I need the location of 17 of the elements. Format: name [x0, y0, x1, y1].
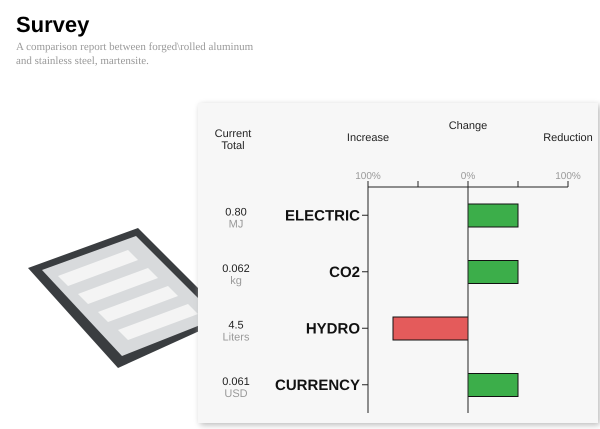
text: A comparison report between forged\rolled aluminum and stainless steel, martensite.	[16, 40, 254, 68]
text: 0.062 kg	[222, 262, 250, 287]
y-tick-label: ELECTRIC	[285, 208, 360, 225]
text: Current Total	[214, 128, 252, 152]
x-tick-label: 100%	[555, 171, 581, 182]
text: Reduction	[543, 132, 593, 144]
x-tick-label: 100%	[355, 171, 381, 182]
y-tick-label: CO2	[329, 264, 360, 282]
text: 0.061 USD	[222, 376, 250, 400]
y-tick-label: HYDRO	[306, 320, 360, 338]
x-axis-title: Change	[448, 120, 488, 132]
x-tick-label: 0%	[460, 171, 476, 182]
text: Survey	[16, 12, 90, 38]
text: 4.5 Liters	[222, 319, 250, 344]
text: 0.80 MJ	[225, 206, 247, 230]
y-tick-label: CURRENCY	[274, 377, 360, 394]
text: Increase	[346, 132, 390, 144]
